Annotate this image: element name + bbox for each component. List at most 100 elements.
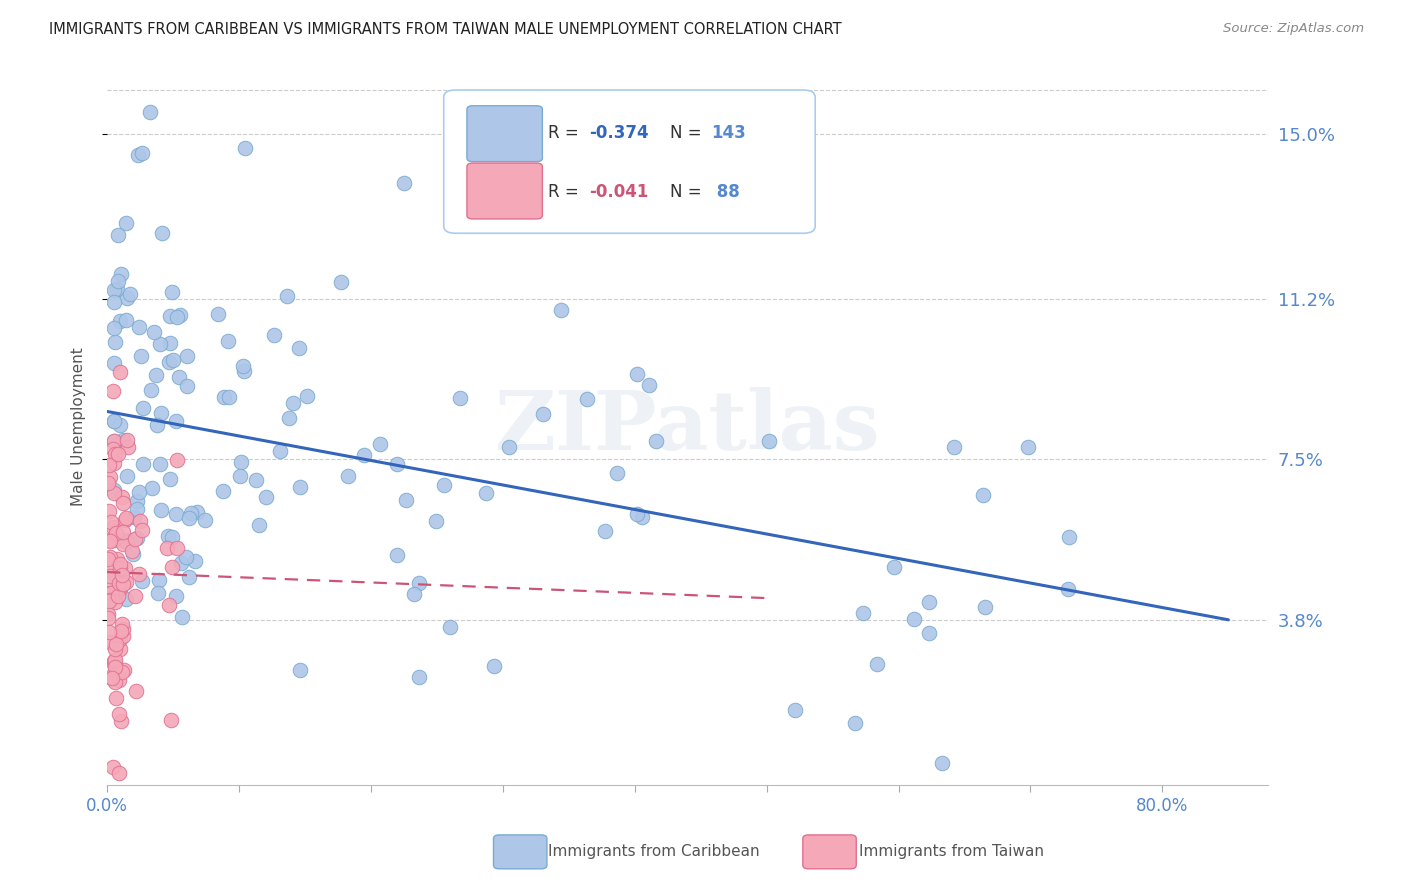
- Point: [98, 594, 121, 608]
- Point: [207, 308, 229, 322]
- Point: [783, 703, 806, 717]
- Point: [866, 657, 889, 671]
- Point: [844, 715, 866, 730]
- Point: [128, 485, 150, 500]
- Point: [276, 289, 298, 303]
- Point: [883, 560, 905, 574]
- Point: [98, 624, 121, 639]
- Point: [278, 410, 301, 425]
- Point: [98, 634, 121, 648]
- Point: [150, 503, 173, 517]
- Point: [103, 654, 125, 668]
- Point: [111, 567, 134, 582]
- Point: [269, 443, 291, 458]
- Point: [114, 513, 136, 527]
- Point: [108, 582, 131, 596]
- Point: [98, 504, 121, 518]
- Point: [97, 551, 120, 566]
- Point: [127, 148, 149, 162]
- Point: [218, 390, 240, 404]
- Point: [231, 455, 253, 469]
- Point: [110, 714, 132, 728]
- Point: [233, 364, 256, 378]
- Point: [281, 395, 304, 409]
- Point: [408, 670, 430, 684]
- Point: [167, 370, 190, 384]
- Point: [245, 473, 267, 487]
- Point: [157, 529, 180, 543]
- Point: [103, 533, 125, 547]
- Point: [165, 589, 187, 603]
- Point: [148, 573, 170, 587]
- Point: [103, 434, 125, 449]
- Point: [287, 341, 309, 355]
- Point: [122, 547, 145, 561]
- Point: [852, 607, 875, 621]
- Point: [110, 314, 132, 328]
- Text: Immigrants from Caribbean: Immigrants from Caribbean: [548, 845, 761, 859]
- Point: [105, 282, 128, 296]
- Point: [297, 389, 319, 403]
- Point: [108, 765, 131, 780]
- Point: [152, 226, 174, 240]
- Point: [211, 483, 233, 498]
- Point: [917, 595, 939, 609]
- Point: [498, 440, 520, 454]
- Point: [103, 355, 125, 369]
- Point: [104, 637, 127, 651]
- Point: [115, 433, 138, 447]
- Point: [118, 533, 141, 548]
- Point: [159, 472, 181, 486]
- Point: [550, 302, 572, 317]
- Point: [156, 541, 179, 555]
- Text: ZIPatlas: ZIPatlas: [495, 386, 880, 467]
- Point: [165, 414, 187, 428]
- Point: [129, 349, 152, 363]
- Point: [103, 483, 125, 497]
- Point: [115, 574, 138, 589]
- Point: [118, 287, 141, 301]
- Point: [101, 671, 124, 685]
- Point: [128, 567, 150, 582]
- Point: [131, 523, 153, 537]
- Point: [631, 510, 654, 524]
- Point: [425, 514, 447, 528]
- Point: [149, 406, 172, 420]
- Point: [162, 353, 184, 368]
- Point: [626, 507, 648, 521]
- Point: [107, 575, 129, 590]
- Point: [233, 141, 256, 155]
- Point: [103, 414, 125, 428]
- Point: [160, 285, 183, 300]
- Point: [110, 267, 132, 281]
- Point: [111, 533, 134, 547]
- Point: [433, 478, 456, 492]
- Point: [107, 447, 129, 461]
- Point: [107, 273, 129, 287]
- Point: [165, 507, 187, 521]
- Point: [110, 365, 132, 379]
- Point: [104, 660, 127, 674]
- Point: [160, 559, 183, 574]
- Point: [644, 434, 666, 448]
- Point: [180, 506, 202, 520]
- Point: [176, 549, 198, 564]
- Point: [112, 622, 135, 636]
- Text: N =: N =: [671, 124, 702, 142]
- Point: [112, 577, 135, 591]
- Point: [97, 573, 120, 587]
- Point: [103, 486, 125, 500]
- FancyBboxPatch shape: [444, 90, 815, 233]
- Point: [290, 663, 312, 677]
- Point: [484, 659, 506, 673]
- Point: [368, 437, 391, 451]
- Point: [576, 392, 599, 406]
- Point: [972, 488, 994, 502]
- Point: [108, 561, 131, 575]
- Point: [288, 480, 311, 494]
- Y-axis label: Male Unemployment: Male Unemployment: [72, 347, 86, 506]
- Point: [110, 617, 132, 632]
- Point: [166, 452, 188, 467]
- Point: [115, 292, 138, 306]
- Point: [112, 525, 135, 540]
